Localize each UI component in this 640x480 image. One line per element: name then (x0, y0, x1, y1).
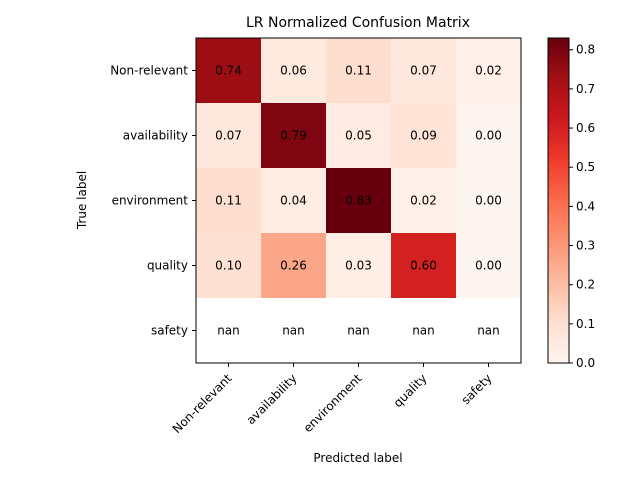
colorbar-frame (547, 37, 570, 364)
heatmap-cell (456, 233, 521, 298)
colorbar-tick-label: 0.8 (576, 43, 595, 57)
heatmap-cell-labels: 0.74 0.06 0.11 0.07 0.02 0.07 0.79 0.05 0.09 0.00… (215, 64, 502, 338)
cell-value-label: 0.26 (280, 259, 307, 273)
heatmap-cell (456, 168, 521, 233)
cell-value-label: 0.07 (215, 129, 242, 143)
cell-value-label: 0.06 (280, 64, 307, 78)
cell-value-label: 0.83 (345, 194, 372, 208)
colorbar-gradient (548, 38, 569, 363)
y-axis-label: True label (75, 171, 89, 230)
cell-value-label: 0.07 (410, 64, 437, 78)
heatmap-cell (326, 233, 391, 298)
cell-value-label: 0.79 (280, 129, 307, 143)
cell-value-label: 0.11 (345, 64, 372, 78)
cell-value-label: 0.09 (410, 129, 437, 143)
heatmap-cell (391, 233, 456, 298)
y-tick-label: availability (123, 129, 188, 143)
heatmap-cell (391, 103, 456, 168)
heatmap-cell (326, 103, 391, 168)
cell-value-label: 0.11 (215, 194, 242, 208)
cell-value-label: 0.02 (475, 64, 502, 78)
heatmap-cell (261, 233, 326, 298)
cell-value-label: nan (412, 324, 435, 338)
cell-value-label: 0.03 (345, 259, 372, 273)
colorbar-tick-label: 0.7 (576, 82, 595, 96)
colorbar-tick-label: 0.2 (576, 278, 595, 292)
colorbar-ticks: 0.0 0.1 0.2 0.3 0.4 0.5 0.6 0.7 0.8 (569, 43, 595, 370)
heatmap-cell (391, 168, 456, 233)
colorbar-tick-label: 0.6 (576, 121, 595, 135)
colorbar-tick-label: 0.4 (576, 199, 595, 213)
x-axis-label: Predicted label (313, 451, 402, 465)
heatmap-cell (391, 38, 456, 103)
cell-value-label: 0.10 (215, 259, 242, 273)
y-tick-label: quality (147, 259, 188, 273)
colorbar-tick-label: 0.3 (576, 239, 595, 253)
heatmap-cell (196, 168, 261, 233)
y-tick-label: environment (112, 194, 189, 208)
y-tick-label: safety (151, 324, 188, 338)
y-axis: Non-relevant availability environment quali… (110, 64, 196, 338)
cell-value-label: 0.00 (475, 194, 502, 208)
x-axis: Non-relevant availability environment quali… (170, 363, 495, 436)
cell-value-label: 0.02 (410, 194, 437, 208)
chart-title: LR Normalized Confusion Matrix (246, 15, 470, 31)
cell-value-label: nan (282, 324, 305, 338)
x-tick-label: Non-relevant (170, 371, 235, 436)
cell-value-label: 0.04 (280, 194, 307, 208)
x-tick-label: quality (391, 371, 430, 410)
colorbar-tick-label: 0.1 (576, 317, 595, 331)
x-tick-label: environment (301, 371, 365, 435)
colorbar-tick-label: 0.5 (576, 160, 595, 174)
heatmap-cell (196, 38, 261, 103)
cell-value-label: 0.00 (475, 259, 502, 273)
heatmap-cell (261, 168, 326, 233)
cell-value-label: 0.74 (215, 64, 242, 78)
heatmap-cell (456, 103, 521, 168)
cell-value-label: nan (477, 324, 500, 338)
cell-value-label: nan (217, 324, 240, 338)
heatmap-cell (456, 38, 521, 103)
heatmap-cell (261, 103, 326, 168)
colorbar-tick-label: 0.0 (576, 356, 595, 370)
y-tick-label: Non-relevant (110, 64, 188, 78)
heatmap-cell (261, 38, 326, 103)
cell-value-label: 0.60 (410, 259, 437, 273)
cell-value-label: nan (347, 324, 370, 338)
heatmap-cell (326, 38, 391, 103)
heatmap-cell (196, 233, 261, 298)
x-tick-label: safety (459, 371, 495, 407)
heatmap-cells (196, 38, 521, 298)
x-tick-label: availability (244, 371, 300, 427)
cell-value-label: 0.00 (475, 129, 502, 143)
colorbar: 0.0 0.1 0.2 0.3 0.4 0.5 0.6 0.7 0.8 (547, 37, 595, 370)
cell-value-label: 0.05 (345, 129, 372, 143)
heatmap-cell (196, 103, 261, 168)
heatmap-cell (326, 168, 391, 233)
